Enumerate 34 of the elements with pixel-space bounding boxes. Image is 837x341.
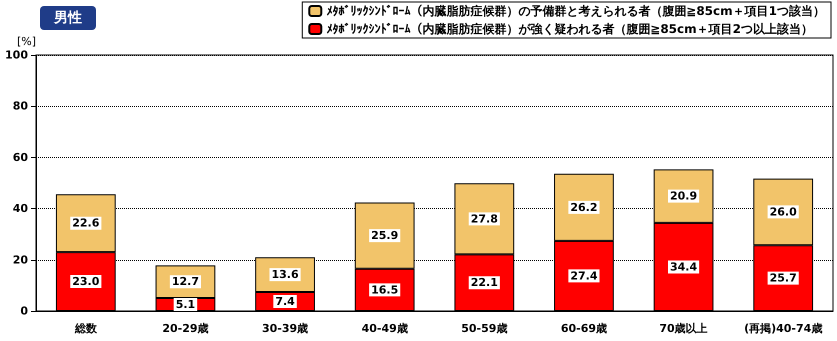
data-label: 25.7: [770, 272, 797, 285]
legend-label: ﾒﾀﾎﾞﾘｯｸｼﾝﾄﾞﾛｰﾑ（内臓脂肪症候群）が強く疑われる者（腹囲≧85cm＋項目2つ以上該当）: [326, 22, 814, 36]
data-label: 23.0: [72, 275, 100, 288]
y-tick-label: 20: [12, 253, 28, 266]
legend-label: ﾒﾀﾎﾞﾘｯｸｼﾝﾄﾞﾛｰﾑ（内臓脂肪症候群）の予備群と考えられる者（腹囲≧85cm＋項目1つ該当）: [326, 4, 826, 18]
data-label: 13.6: [271, 268, 299, 282]
data-label: 12.7: [172, 275, 200, 288]
x-tick-label: 30-39歳: [262, 322, 308, 335]
data-label: 5.1: [176, 298, 196, 311]
x-tick-label: 50-59歳: [461, 322, 508, 335]
y-axis-title: [%]: [16, 35, 36, 48]
x-tick-label: 20-29歳: [162, 322, 209, 335]
y-tick-label: 100: [5, 48, 28, 62]
data-label: 34.4: [670, 260, 698, 274]
data-label: 25.9: [371, 229, 398, 242]
x-tick-label: 40-49歳: [362, 322, 408, 335]
data-label: 26.0: [770, 205, 798, 218]
data-label: 26.2: [570, 200, 598, 214]
data-label: 20.9: [670, 190, 698, 203]
x-tick-label: (再掲)40-74歳: [744, 322, 822, 335]
x-tick-label: 総数: [74, 322, 98, 335]
data-label: 7.4: [275, 295, 296, 308]
chart-title: 男性: [53, 10, 82, 26]
y-tick-label: 80: [12, 100, 28, 113]
y-tick-label: 40: [12, 202, 28, 216]
y-tick-label: 60: [12, 150, 28, 164]
y-tick-label: 0: [20, 304, 28, 318]
data-label: 22.6: [72, 216, 100, 230]
data-label: 27.4: [570, 269, 598, 282]
x-tick-label: 60-69歳: [560, 322, 608, 335]
data-label: 16.5: [371, 283, 398, 296]
data-label: 27.8: [470, 212, 498, 226]
x-tick-label: 70歳以上: [659, 322, 708, 335]
data-label: 22.1: [470, 276, 498, 290]
